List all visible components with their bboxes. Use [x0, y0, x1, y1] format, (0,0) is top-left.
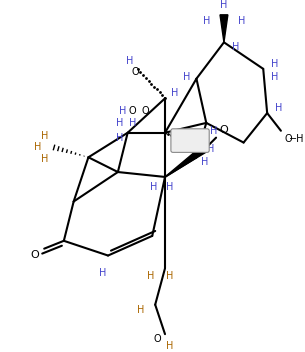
Text: Abs: Abs — [182, 136, 199, 145]
Text: O: O — [142, 106, 149, 116]
Text: H: H — [275, 103, 283, 113]
Text: H: H — [210, 126, 218, 136]
Text: −H: −H — [289, 134, 304, 144]
Text: H: H — [129, 118, 136, 128]
Text: H: H — [201, 157, 208, 167]
Text: H: H — [137, 304, 144, 315]
FancyBboxPatch shape — [171, 129, 209, 152]
Text: H: H — [238, 16, 245, 26]
Text: H: H — [201, 133, 208, 143]
Text: H: H — [166, 341, 174, 351]
Text: H: H — [41, 154, 48, 164]
Text: O: O — [129, 106, 136, 116]
Text: H: H — [149, 182, 157, 192]
Text: H: H — [232, 42, 239, 52]
Text: H: H — [116, 133, 124, 143]
Text: O: O — [132, 67, 139, 77]
Text: H: H — [271, 72, 279, 82]
Text: H: H — [166, 271, 174, 281]
Text: H: H — [220, 0, 228, 10]
Text: H: H — [99, 268, 107, 278]
Text: H: H — [126, 56, 133, 66]
Text: H: H — [41, 131, 48, 141]
Text: H: H — [171, 88, 178, 99]
Text: H: H — [203, 16, 210, 26]
Polygon shape — [165, 144, 209, 177]
Text: H: H — [116, 118, 124, 128]
Text: O: O — [30, 250, 39, 259]
Text: H: H — [183, 72, 190, 82]
Text: H: H — [166, 182, 174, 192]
Text: O: O — [285, 134, 292, 144]
Text: O: O — [220, 125, 228, 135]
Text: H: H — [119, 106, 127, 116]
Text: H: H — [207, 144, 215, 155]
Polygon shape — [220, 15, 228, 42]
Text: H: H — [34, 143, 41, 152]
Text: H: H — [271, 59, 279, 69]
Text: O: O — [153, 334, 161, 344]
Text: H: H — [147, 271, 154, 281]
